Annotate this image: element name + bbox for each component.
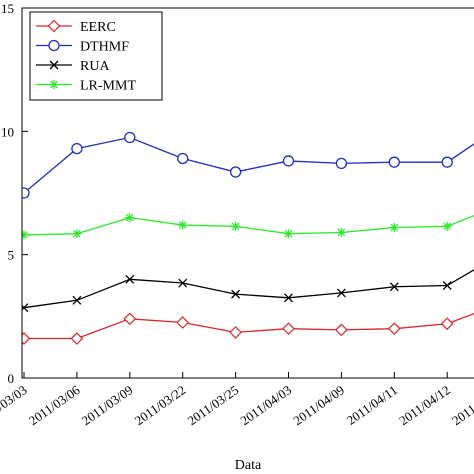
- legend: EERC DTHMF RUA LR-MMT: [29, 11, 163, 101]
- series-line-rua: [23, 269, 474, 309]
- data-point-lr-mmt: [442, 221, 452, 231]
- data-point-rua: [389, 282, 399, 292]
- series-line-eerc: [24, 313, 474, 340]
- data-point-eerc: [123, 312, 137, 326]
- data-point-eerc: [229, 326, 242, 339]
- series-line-lr-mmt: [23, 214, 474, 236]
- data-point-dthmf: [22, 187, 30, 199]
- legend-marker-lr-mmt: [49, 80, 59, 89]
- data-point-eerc: [440, 317, 454, 331]
- legend-label-dthmf: DTHMF: [80, 40, 129, 55]
- plot-frame: [21, 7, 474, 379]
- data-point-lr-mmt: [389, 223, 399, 233]
- data-point-dthmf: [441, 156, 453, 168]
- x-tick-label: 2011/04/11: [344, 382, 400, 428]
- data-point-rua: [72, 295, 82, 305]
- legend-marker-dthmf: [48, 39, 60, 52]
- x-tick-label: 2011/04/09: [290, 382, 347, 428]
- data-point-dthmf: [71, 142, 83, 155]
- series-rua: [22, 269, 474, 313]
- series-line-dthmf: [23, 136, 474, 194]
- data-point-eerc: [70, 332, 84, 345]
- x-axis: 2011/03/032011/03/062011/03/092011/03/22…: [0, 372, 474, 428]
- data-point-dthmf: [335, 157, 348, 170]
- data-point-rua: [125, 274, 135, 284]
- data-point-lr-mmt: [336, 227, 346, 237]
- data-point-lr-mmt: [22, 230, 29, 240]
- x-tick-label: 2011/03/03: [0, 382, 30, 428]
- y-tick-label: 10: [1, 124, 14, 139]
- y-tick-label: 0: [8, 371, 15, 386]
- legend-entry-eerc: EERC: [36, 19, 116, 35]
- data-point-lr-mmt: [72, 229, 82, 239]
- x-tick-label: 2011/03/25: [185, 382, 242, 428]
- legend-marker-rua: [49, 60, 59, 70]
- data-point-rua: [178, 278, 188, 288]
- data-point-lr-mmt: [125, 213, 135, 223]
- legend-entry-rua: RUA: [36, 59, 110, 74]
- x-tick-label: 2011/04/12: [396, 382, 453, 428]
- data-point-dthmf: [177, 152, 189, 165]
- data-point-rua: [22, 303, 29, 313]
- series-dthmf: [22, 131, 474, 199]
- data-point-lr-mmt: [231, 221, 241, 231]
- x-tick-label: 2011/04/15: [449, 382, 474, 428]
- series-eerc: [22, 312, 474, 345]
- data-point-rua: [442, 281, 452, 290]
- legend-label-rua: RUA: [80, 59, 110, 74]
- y-tick-label: 5: [8, 248, 15, 263]
- y-tick-label: 15: [1, 1, 14, 16]
- data-point-dthmf: [124, 131, 136, 144]
- data-point-eerc: [176, 316, 190, 329]
- legend-entry-dthmf: DTHMF: [36, 40, 129, 55]
- data-point-lr-mmt: [178, 220, 188, 230]
- data-point-eerc: [387, 322, 401, 336]
- x-axis-title: Data: [235, 458, 262, 473]
- data-point-rua: [231, 289, 241, 299]
- legend-label-lr-mmt: LR-MMT: [80, 79, 136, 94]
- data-point-eerc: [282, 322, 295, 336]
- series-layer: [22, 131, 474, 345]
- legend-box: [29, 11, 163, 101]
- y-axis: 0 5 10 15: [1, 1, 28, 386]
- x-tick-label: 2011/04/03: [237, 382, 294, 428]
- data-point-eerc: [22, 332, 31, 345]
- data-point-rua: [284, 293, 293, 303]
- legend-marker-eerc: [47, 19, 61, 33]
- series-lr-mmt: [22, 213, 474, 240]
- x-tick-label: 2011/03/06: [26, 382, 83, 428]
- legend-entry-lr-mmt: LR-MMT: [36, 79, 136, 94]
- legend-label-eerc: EERC: [80, 20, 116, 35]
- data-point-dthmf: [282, 155, 295, 167]
- x-tick-label: 2011/03/22: [132, 382, 189, 428]
- data-point-eerc: [335, 323, 348, 337]
- data-point-rua: [336, 288, 346, 298]
- data-point-dthmf: [229, 166, 242, 178]
- data-point-dthmf: [388, 156, 400, 168]
- x-tick-label: 2011/03/09: [79, 382, 136, 428]
- data-point-lr-mmt: [284, 229, 293, 239]
